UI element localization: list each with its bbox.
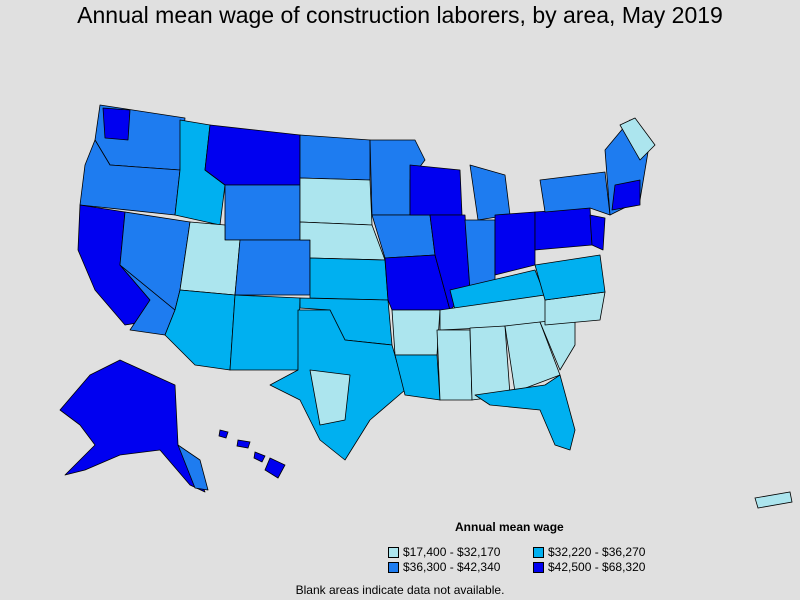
map-region-maine: [619, 117, 656, 161]
legend-title: Annual mean wage: [455, 520, 564, 534]
map-region-south-dakota: [299, 177, 373, 226]
map-region-north-dakota: [299, 134, 371, 181]
map-region-hawaii-4: [264, 457, 286, 479]
map-region-colorado: [234, 239, 311, 296]
map-region-ohio: [494, 211, 536, 276]
map-region-texas-central: [309, 369, 351, 426]
map-region-alaska: [59, 359, 206, 493]
legend-label-3: $36,300 - $42,340: [403, 560, 501, 574]
map-region-new-york: [539, 171, 611, 216]
map-region-montana: [204, 124, 301, 186]
map-region-michigan: [469, 164, 511, 221]
map-region-indiana: [464, 219, 496, 291]
map-region-florida: [474, 374, 576, 451]
legend-item-3: $36,300 - $42,340: [388, 560, 500, 574]
legend-swatch-2: [533, 546, 544, 558]
map-region-hawaii-2: [236, 439, 251, 449]
legend-label-1: $17,400 - $32,170: [403, 545, 501, 559]
map-title: Annual mean wage of construction laborer…: [77, 2, 723, 28]
legend-label-2: $32,220 - $36,270: [548, 545, 646, 559]
map-region-virginia: [534, 254, 606, 301]
map-region-new-mexico: [229, 294, 301, 371]
map-region-hawaii-3: [253, 451, 266, 463]
legend-swatch-4: [533, 561, 544, 573]
map-region-puerto-rico: [754, 491, 793, 509]
map-region-wisconsin: [409, 164, 463, 216]
legend-swatch-1: [388, 546, 399, 558]
footnote: Blank areas indicate data not available.: [295, 583, 505, 597]
legend-item-1: $17,400 - $32,170: [388, 545, 500, 559]
map-region-alabama: [469, 325, 511, 401]
map-region-pennsylvania: [534, 207, 593, 251]
legend-item-4: $42,500 - $68,320: [533, 560, 645, 574]
map-region-mississippi: [436, 329, 473, 401]
map-region-arkansas: [391, 309, 441, 356]
legend-swatch-3: [388, 561, 399, 573]
legend-item-2: $32,220 - $36,270: [533, 545, 645, 559]
map-region-hawaii-1: [218, 429, 229, 439]
legend-label-4: $42,500 - $68,320: [548, 560, 646, 574]
map-region-alaska-panhandle: [177, 444, 209, 491]
map-region-kansas: [309, 257, 389, 301]
map-region-wyoming: [224, 184, 301, 241]
map-region-boston: [611, 179, 641, 211]
map-region-seattle: [102, 107, 131, 141]
map-region-new-jersey: [589, 214, 606, 251]
map-region-nebraska: [299, 221, 386, 261]
